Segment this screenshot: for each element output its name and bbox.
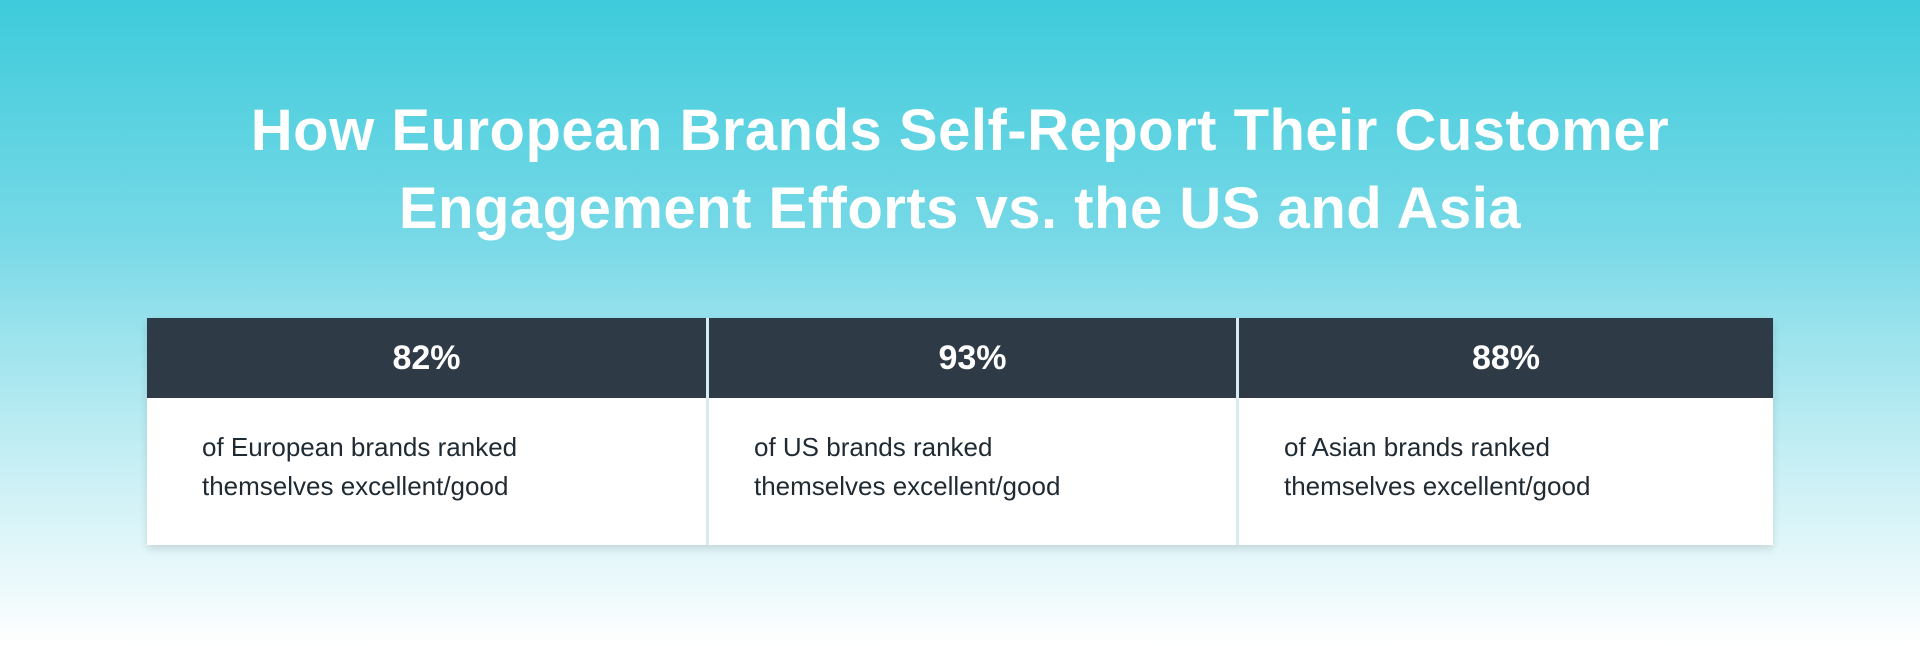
stat-description-line: themselves excellent/good: [754, 471, 1061, 501]
chart-title: How European Brands Self-Report Their Cu…: [0, 92, 1920, 248]
stat-description-line: themselves excellent/good: [1284, 471, 1591, 501]
stat-description-line: of US brands ranked: [754, 432, 993, 462]
stat-column-us: 93% of US brands ranked themselves excel…: [706, 318, 1236, 545]
stats-table: 82% of European brands ranked themselves…: [147, 318, 1773, 545]
stat-description-line: of European brands ranked: [202, 432, 518, 462]
stat-value-asia: 88%: [1239, 318, 1773, 398]
stat-description-asia: of Asian brands ranked themselves excell…: [1239, 398, 1773, 545]
stat-value-us: 93%: [709, 318, 1236, 398]
stat-description-line: themselves excellent/good: [202, 471, 509, 501]
stat-description-us: of US brands ranked themselves excellent…: [709, 398, 1236, 545]
chart-title-line-1: How European Brands Self-Report Their Cu…: [250, 98, 1670, 163]
chart-title-line-2: Engagement Efforts vs. the US and Asia: [398, 176, 1522, 241]
stat-value-europe: 82%: [147, 318, 706, 398]
stat-description-europe: of European brands ranked themselves exc…: [147, 398, 706, 545]
stat-description-line: of Asian brands ranked: [1284, 432, 1550, 462]
stat-column-europe: 82% of European brands ranked themselves…: [147, 318, 706, 545]
stat-column-asia: 88% of Asian brands ranked themselves ex…: [1236, 318, 1773, 545]
